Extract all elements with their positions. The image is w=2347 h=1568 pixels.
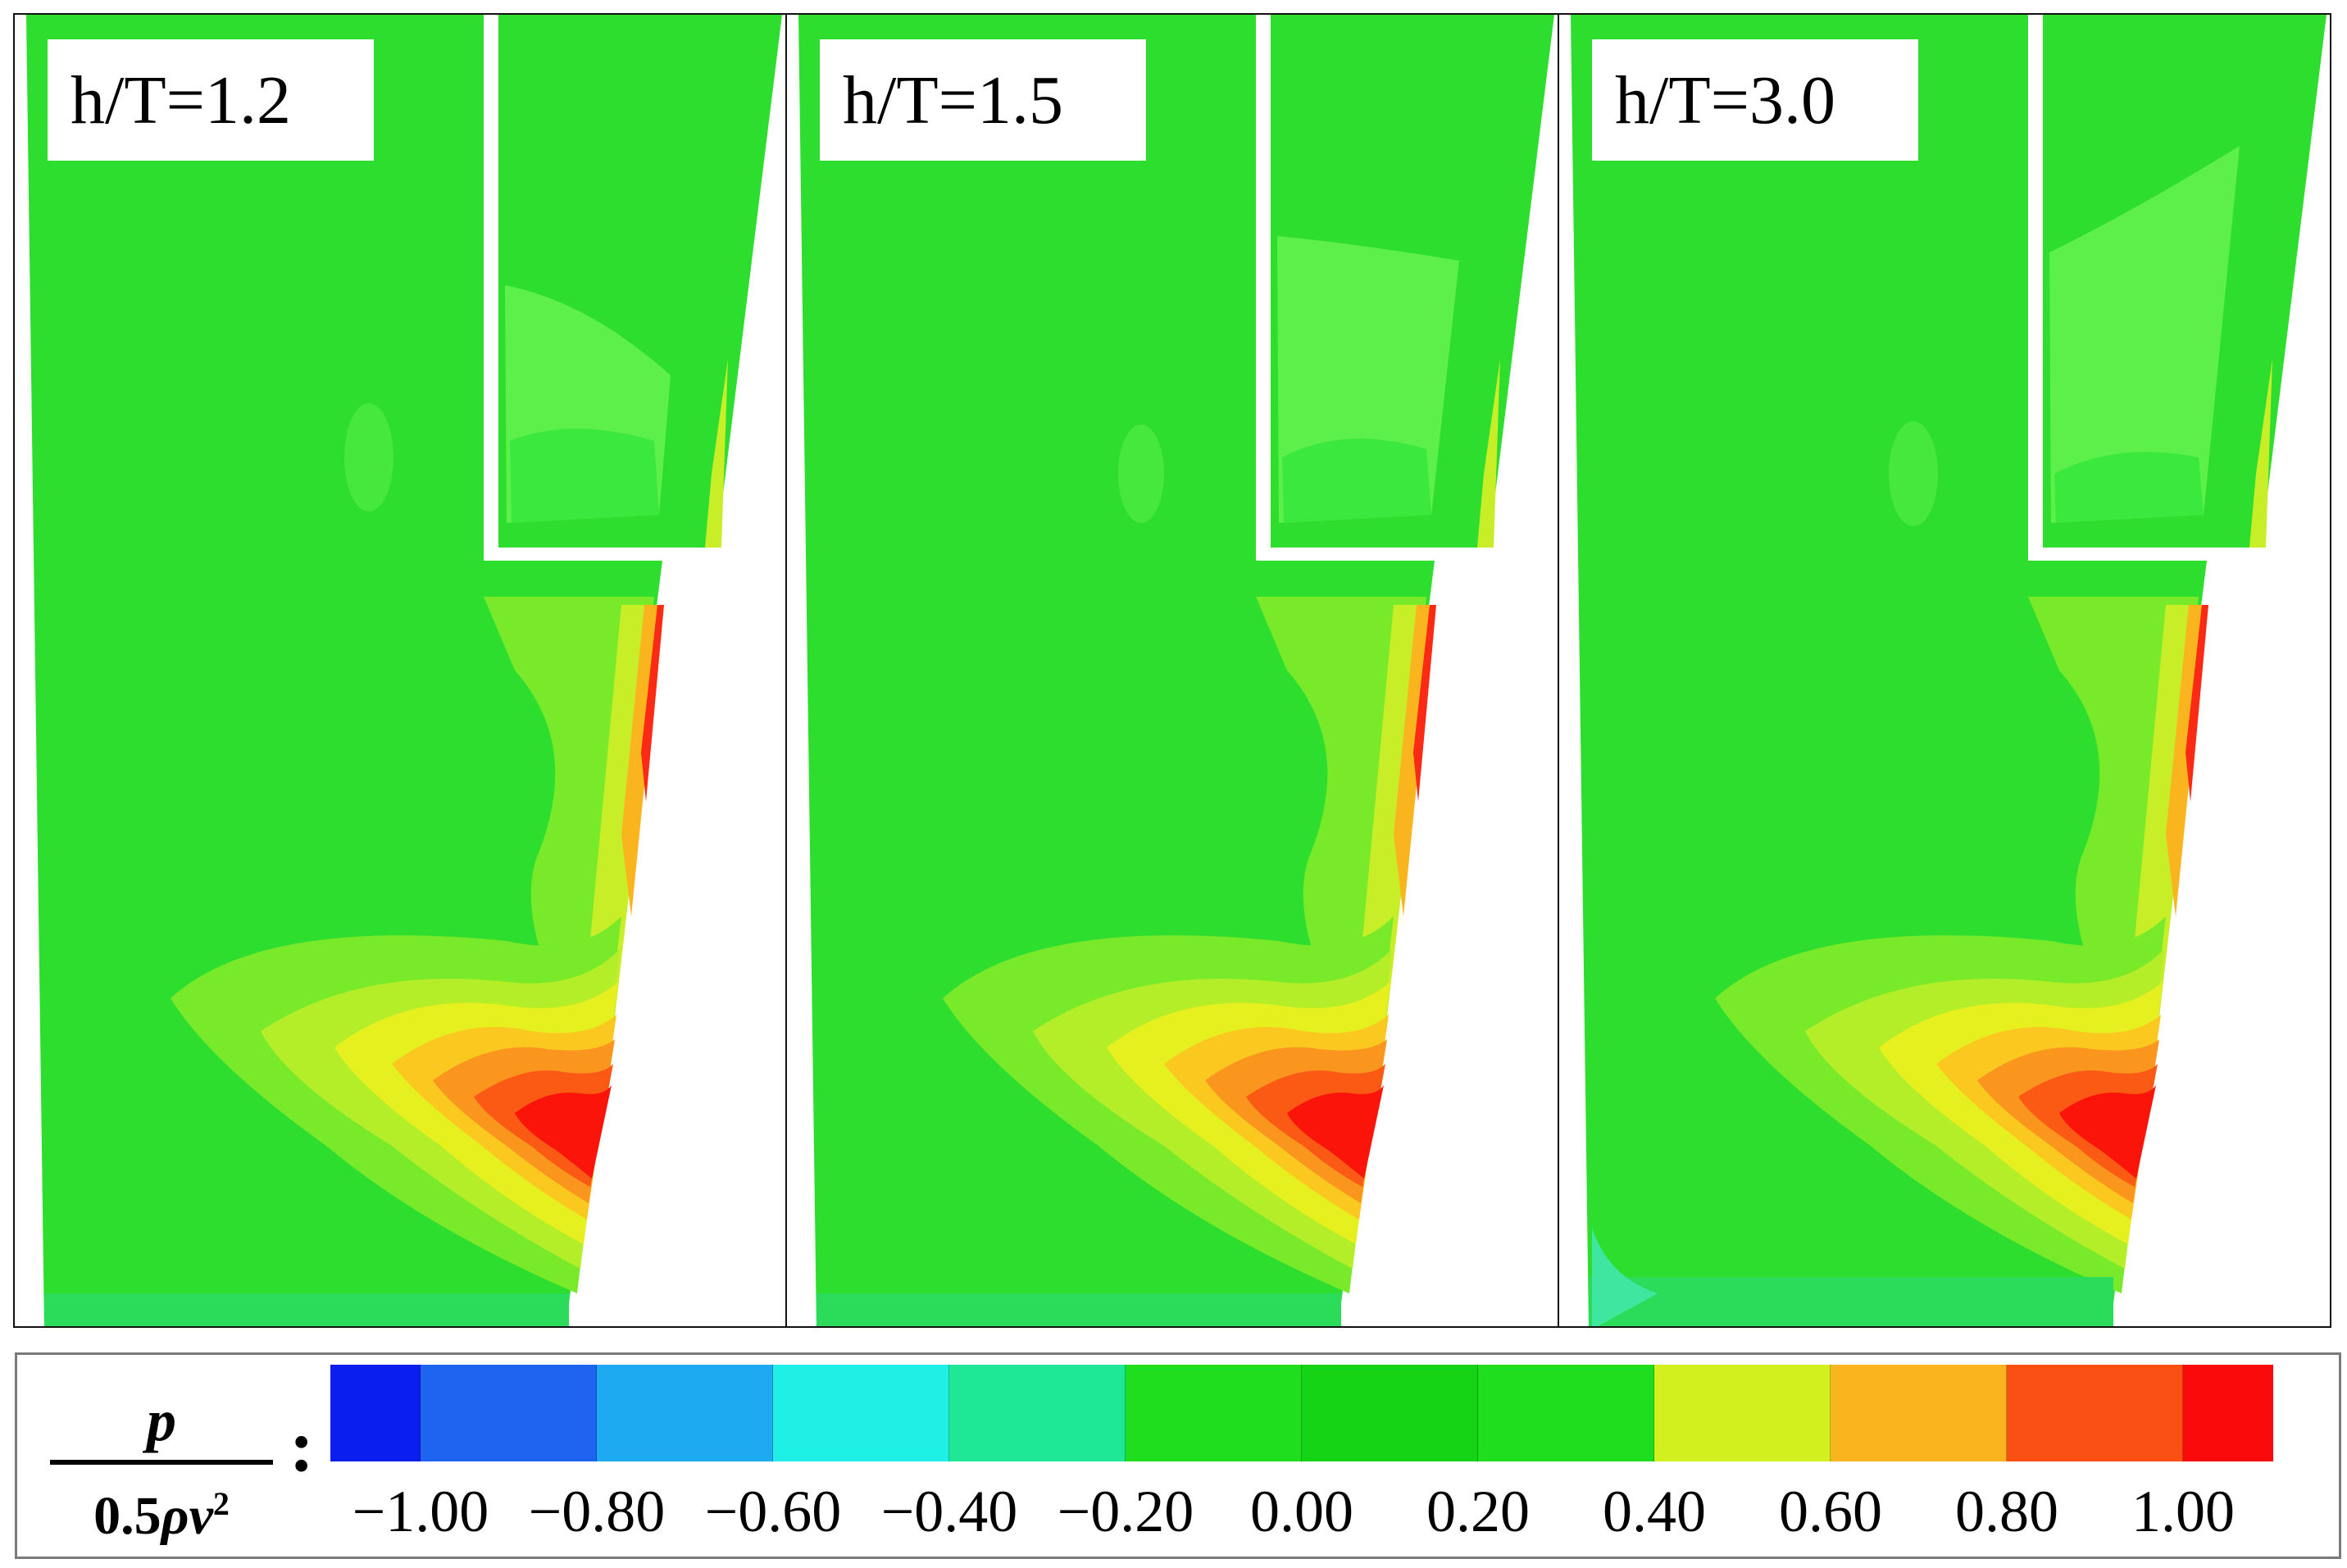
color-bar-cell xyxy=(597,1365,773,1461)
contour-panel-1: h/T=1.2 xyxy=(13,13,787,1328)
color-bar-cell xyxy=(1302,1365,1478,1461)
color-bar-cell xyxy=(1654,1365,1831,1461)
denominator-exponent: 2 xyxy=(212,1485,230,1522)
color-bar-tick-label: 0.40 xyxy=(1603,1479,1706,1544)
panel-label: h/T=3.0 xyxy=(1615,61,1836,139)
color-bar-cell xyxy=(421,1365,597,1461)
color-bar-tick-label: 0.00 xyxy=(1250,1479,1353,1544)
color-bar-cell xyxy=(773,1365,949,1461)
denominator-v: v xyxy=(189,1486,213,1546)
pressure-contour-plot xyxy=(26,15,782,1326)
color-bar-tick-label: 0.60 xyxy=(1779,1479,1882,1544)
color-bar-tick-label: 1.00 xyxy=(2131,1479,2235,1544)
color-bar-cell xyxy=(1126,1365,1302,1461)
color-bar-cell xyxy=(2183,1365,2273,1461)
fraction-bar xyxy=(50,1460,273,1465)
panel-label-box: h/T=1.5 xyxy=(820,39,1146,161)
pressure-contour-plot xyxy=(798,15,1554,1326)
color-bar-tick-label: 0.20 xyxy=(1426,1479,1530,1544)
contour-panel-2: h/T=1.5 xyxy=(785,13,1559,1328)
formula-denominator: 0.5ρv2 xyxy=(50,1473,273,1548)
color-bar-tick-label: −0.40 xyxy=(880,1479,1018,1544)
color-bar-tick-label: 0.80 xyxy=(1955,1479,2058,1544)
panel-label-box: h/T=1.2 xyxy=(48,39,374,161)
color-legend: p 0.5ρv2 : −1.00 −0.80 −0.60 −0.40 −0.20 0.00… xyxy=(15,1352,2341,1559)
denominator-rho: ρ xyxy=(161,1486,189,1546)
color-bar-tick-label: −1.00 xyxy=(352,1479,489,1544)
denominator-prefix: 0.5 xyxy=(93,1486,161,1546)
color-bar-cell xyxy=(1831,1365,2007,1461)
contour-panel-3: h/T=3.0 xyxy=(1558,13,2331,1328)
color-bar-cell xyxy=(2007,1365,2183,1461)
color-bar-tick-label: −0.60 xyxy=(704,1479,842,1544)
color-bar xyxy=(330,1365,2273,1461)
pressure-contour-plot xyxy=(1571,15,2327,1326)
panel-label: h/T=1.2 xyxy=(71,61,292,139)
color-bar-cell xyxy=(330,1365,421,1461)
legend-separator: : xyxy=(289,1406,314,1487)
panel-label: h/T=1.5 xyxy=(843,61,1064,139)
color-bar-ticks: −1.00 −0.80 −0.60 −0.40 −0.20 0.00 0.20 0.40 0.6… xyxy=(330,1478,2298,1544)
color-bar-cell xyxy=(1478,1365,1654,1461)
formula-numerator: p xyxy=(147,1388,176,1453)
color-bar-tick-label: −0.20 xyxy=(1057,1479,1194,1544)
pressure-coefficient-formula: p 0.5ρv2 xyxy=(50,1388,273,1548)
panel-label-box: h/T=3.0 xyxy=(1592,39,1918,161)
color-bar-cell xyxy=(949,1365,1126,1461)
color-bar-tick-label: −0.80 xyxy=(528,1479,666,1544)
